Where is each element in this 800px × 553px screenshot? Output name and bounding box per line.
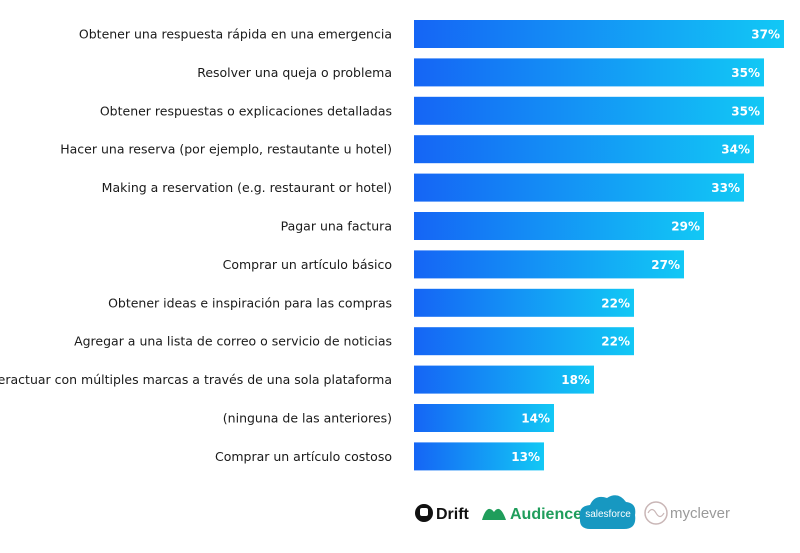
category-label: Agregar a una lista de correo o servicio… [74,334,392,349]
category-label: Making a reservation (e.g. restaurant or… [102,180,392,195]
category-label: Hacer una reserva (por ejemplo, restauta… [60,142,392,157]
category-label: Obtener ideas e inspiración para las com… [108,295,392,310]
bar-value-label: 37% [751,28,780,42]
bar [414,173,744,202]
category-label: Comprar un artículo básico [223,257,392,272]
bar [414,212,704,240]
bar [414,327,634,356]
bar [414,365,594,394]
bar [414,96,764,125]
bar-value-label: 18% [561,373,590,387]
category-label: Interactuar con múltiples marcas a travé… [0,372,392,387]
logos-row: Drift Audience salesforce myclever [415,495,730,529]
bar-value-label: 22% [601,335,630,349]
myclever-logo-text: myclever [670,505,730,522]
salesforce-logo: salesforce [579,495,636,529]
myclever-brain-icon [644,501,668,525]
drift-logo-text: Drift [436,506,470,523]
bar [414,135,754,164]
bar-value-label: 35% [731,104,760,118]
bar [414,58,764,87]
bar-value-label: 13% [511,450,540,464]
bar [414,442,544,471]
category-label: Comprar un artículo costoso [215,449,392,464]
audience-logo: Audience [482,506,582,523]
category-label: (ninguna de las anteriores) [223,411,392,426]
audience-logo-text: Audience [510,506,582,523]
audience-mark-icon [482,508,506,520]
salesforce-logo-text: salesforce [585,509,631,520]
bar-value-label: 34% [721,143,750,157]
myclever-logo: myclever [644,501,730,525]
drift-logo: Drift [415,504,470,523]
category-label: Obtener una respuesta rápida en una emer… [79,27,392,42]
bar [414,20,784,48]
bar [414,288,634,317]
category-label: Resolver una queja o problema [197,65,392,80]
bar-value-label: 14% [521,412,550,426]
bar [414,404,554,432]
bar-value-label: 33% [711,181,740,195]
bar-value-label: 35% [731,66,760,80]
category-label: Pagar una factura [281,219,392,234]
bar [414,250,684,279]
bar-value-label: 27% [651,258,680,272]
category-label: Obtener respuestas o explicaciones detal… [100,103,392,118]
bar-value-label: 22% [601,296,630,310]
salesforce-cloud-icon [579,495,636,529]
bar-value-label: 29% [671,220,700,234]
bars-group: Obtener una respuesta rápida en una emer… [0,20,784,471]
